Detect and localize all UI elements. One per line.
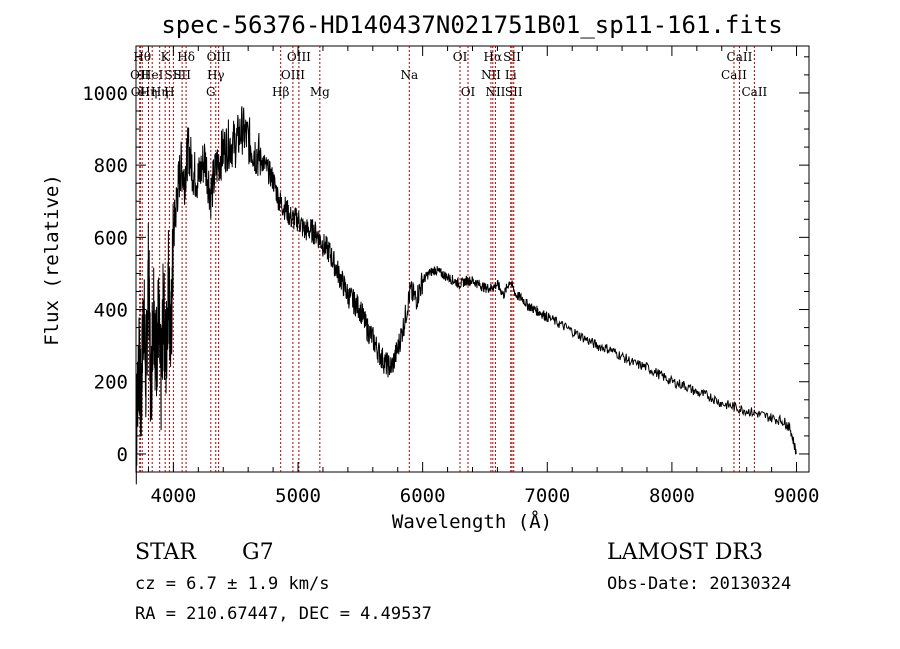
line-marker-label: OIII xyxy=(207,50,231,64)
object-subclass: G7 xyxy=(242,540,274,565)
survey-name: LAMOST DR3 xyxy=(607,540,763,565)
x-axis-ticks: 4000 5000 6000 7000 8000 9000 xyxy=(147,46,820,507)
line-marker-label: CaII xyxy=(741,85,767,99)
line-marker-label: Hδ xyxy=(177,50,195,64)
line-marker-label: Na xyxy=(400,68,418,82)
line-marker-label: Hθ xyxy=(133,50,151,64)
line-marker-label: OII xyxy=(131,85,151,99)
y-tick-label: 1000 xyxy=(82,83,128,105)
line-marker-label: Hη xyxy=(151,85,169,99)
x-tick-label: 7000 xyxy=(524,485,570,507)
line-marker-label: HeI xyxy=(141,68,164,82)
line-markers: HθOIIOIIHηHeIHηKHSIIHδSIIGHγOIIIHβOIIIOI… xyxy=(130,46,768,472)
x-tick-label: 5000 xyxy=(275,485,321,507)
line-marker-label: SII xyxy=(505,85,523,99)
spectrum-line xyxy=(135,106,797,485)
redshift-value: cz = 6.7 ± 1.9 km/s xyxy=(135,574,329,594)
line-marker-label: SII xyxy=(173,68,191,82)
obs-date: Obs-Date: 20130324 xyxy=(607,574,791,594)
y-tick-label: 0 xyxy=(117,444,128,466)
y-axis-label: Flux (relative) xyxy=(41,174,63,346)
object-class: STAR xyxy=(135,540,197,565)
x-axis-label: Wavelength (Å) xyxy=(392,510,552,533)
line-marker-label: Hα xyxy=(484,50,503,64)
y-tick-label: 600 xyxy=(94,227,128,249)
x-tick-label: 9000 xyxy=(774,485,820,507)
line-marker-label: SII xyxy=(165,68,183,82)
line-marker-label: Hγ xyxy=(207,68,225,82)
line-marker-label: CaII xyxy=(721,68,747,82)
line-marker-label: SII xyxy=(503,50,521,64)
line-marker-label: OI xyxy=(461,85,476,99)
x-tick-label: 6000 xyxy=(400,485,446,507)
chart-title: spec-56376-HD140437N021751B01_sp11-161.f… xyxy=(161,11,782,39)
line-marker-label: H xyxy=(164,85,174,99)
line-marker-label: K xyxy=(161,50,171,64)
x-tick-label: 8000 xyxy=(649,485,695,507)
line-marker-label: OI xyxy=(453,50,468,64)
y-axis-ticks: 0 200 400 600 800 1000 xyxy=(82,56,809,466)
coordinates: RA = 210.67447, DEC = 4.49537 xyxy=(135,604,432,624)
line-marker-label: Mg xyxy=(310,85,330,99)
plot-frame xyxy=(135,45,810,473)
y-tick-label: 400 xyxy=(94,300,128,322)
line-marker-label: NII xyxy=(481,68,501,82)
line-marker-label: Hη xyxy=(140,85,158,99)
line-marker-label: OIII xyxy=(281,68,305,82)
line-marker-label: G xyxy=(206,85,216,99)
x-tick-label: 4000 xyxy=(151,485,197,507)
line-marker-label: Hβ xyxy=(272,85,289,99)
line-marker-label: CaII xyxy=(727,50,753,64)
line-marker-label: NII xyxy=(485,85,505,99)
y-tick-label: 200 xyxy=(94,372,128,394)
y-tick-label: 800 xyxy=(94,155,128,177)
line-marker-label: Li xyxy=(505,68,517,82)
line-marker-label: OIII xyxy=(287,50,311,64)
